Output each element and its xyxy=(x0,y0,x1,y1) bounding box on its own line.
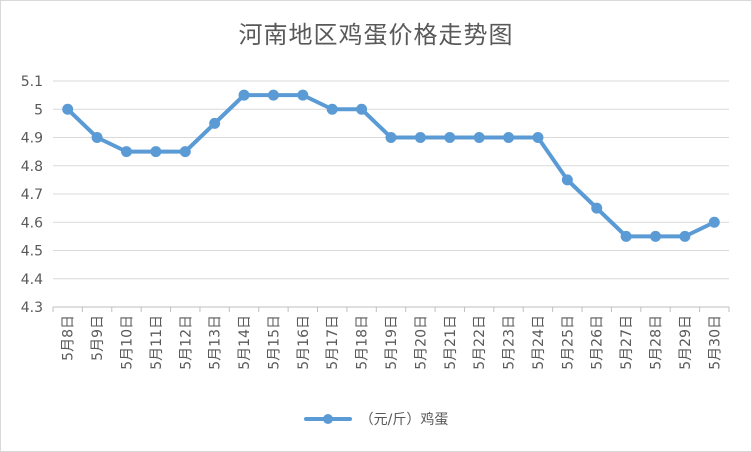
x-tick-label: 5月30日 xyxy=(707,315,723,370)
x-tick-label: 5月14日 xyxy=(237,315,253,370)
x-tick-label: 5月23日 xyxy=(502,315,518,370)
legend: （元/斤）鸡蛋 xyxy=(1,409,751,429)
x-tick-label: 5月12日 xyxy=(178,315,194,370)
data-point xyxy=(150,146,162,158)
x-tick-label: 5月15日 xyxy=(266,315,282,370)
y-tick-label: 5.1 xyxy=(21,74,43,90)
x-tick-label: 5月21日 xyxy=(443,315,459,370)
legend-swatch xyxy=(303,414,352,424)
data-point xyxy=(591,202,603,214)
x-tick-label: 5月22日 xyxy=(472,315,488,370)
data-point xyxy=(503,132,515,143)
series-layer xyxy=(62,89,720,242)
y-tick-label: 4.3 xyxy=(21,300,43,316)
data-point xyxy=(267,89,279,101)
legend-label: （元/斤）鸡蛋 xyxy=(359,412,449,428)
data-point xyxy=(238,89,250,101)
y-tick-label: 4.5 xyxy=(21,244,43,260)
x-tick-label: 5月17日 xyxy=(325,315,341,370)
x-tick-label: 5月9日 xyxy=(90,315,106,361)
x-tick-label: 5月13日 xyxy=(208,315,224,370)
chart-title: 河南地区鸡蛋价格走势图 xyxy=(238,21,514,49)
data-point xyxy=(209,117,221,129)
data-point xyxy=(650,230,662,242)
y-tick-label: 4.9 xyxy=(21,131,43,147)
data-point xyxy=(620,230,632,242)
y-tick-label: 4.4 xyxy=(21,272,43,288)
gridlines xyxy=(53,80,729,280)
x-tick-label: 5月28日 xyxy=(649,315,665,370)
data-point xyxy=(356,103,368,115)
x-axis-labels: 5月8日 5月9日 5月10日 5月11日 5月12日 5月13日 5月14日 5月15日 5月… xyxy=(61,315,724,370)
data-point xyxy=(473,132,485,143)
data-point xyxy=(297,89,309,101)
x-tick-label: 5月16日 xyxy=(296,315,312,370)
data-point xyxy=(444,132,456,143)
x-tick-label: 5月18日 xyxy=(355,315,371,370)
x-tick-label: 5月24日 xyxy=(531,315,547,370)
y-tick-label: 5 xyxy=(34,102,43,118)
data-point xyxy=(385,132,397,143)
data-point xyxy=(120,146,132,158)
data-point xyxy=(62,103,74,115)
x-tick-label: 5月11日 xyxy=(149,315,165,370)
x-tick-label: 5月8日 xyxy=(61,315,77,361)
x-tick-label: 5月29日 xyxy=(678,315,694,370)
x-tick-label: 5月25日 xyxy=(560,315,576,370)
x-tick-label: 5月26日 xyxy=(590,315,606,370)
data-point xyxy=(179,146,191,158)
y-tick-label: 4.6 xyxy=(21,215,43,231)
data-point xyxy=(326,103,338,115)
x-tick-label: 5月20日 xyxy=(413,315,429,370)
x-axis xyxy=(52,306,730,312)
data-point xyxy=(414,132,426,143)
x-tick-label: 5月10日 xyxy=(119,315,135,370)
y-axis-labels: 4.3 4.4 4.5 4.6 4.7 4.8 4.9 5 5.1 xyxy=(21,74,43,316)
y-tick-label: 4.7 xyxy=(21,187,43,203)
data-point xyxy=(91,132,103,143)
data-point xyxy=(708,216,720,228)
x-tick-label: 5月27日 xyxy=(619,315,635,370)
data-point xyxy=(679,230,691,242)
y-tick-label: 4.8 xyxy=(21,159,43,175)
x-tick-label: 5月19日 xyxy=(384,315,400,370)
data-point xyxy=(532,132,544,143)
data-point xyxy=(561,174,573,186)
